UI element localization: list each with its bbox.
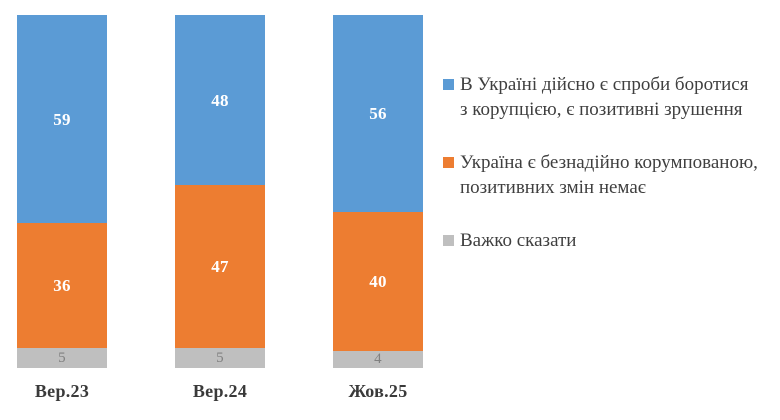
bar-stack: 56 40 4 xyxy=(333,15,423,368)
bar-value-label: 40 xyxy=(369,272,387,291)
legend-label: Важко сказати xyxy=(460,230,577,252)
bar-value-label: 48 xyxy=(211,90,229,110)
bar-value-label: 56 xyxy=(369,104,387,123)
x-axis-label-zhov25: Жов.25 xyxy=(348,381,408,401)
bar-segment-orange[interactable]: 47 xyxy=(175,185,265,348)
bar-value-label: 4 xyxy=(374,351,382,367)
legend-item-blue[interactable]: В Україні дійсно є спроби боротися з кор… xyxy=(443,72,773,122)
bar-stack: 59 36 5 xyxy=(17,15,107,368)
legend-label: В Україні дійсно є спроби боротися з кор… xyxy=(460,74,749,121)
bar-value-label: 5 xyxy=(216,349,224,366)
legend-label: Україна є безнадійно корумпованою, позит… xyxy=(460,152,758,199)
legend-square-icon xyxy=(443,235,454,247)
chart-legend: В Україні дійсно є спроби боротися з кор… xyxy=(443,72,773,281)
bar-value-label: 47 xyxy=(211,257,229,276)
bar-stack: 48 47 5 xyxy=(175,15,265,368)
bar-segment-blue[interactable]: 48 xyxy=(175,15,265,185)
plot-area: 59 36 5 Вер.23 48 47 5 xyxy=(17,0,423,420)
legend-square-icon xyxy=(443,157,454,169)
legend-item-gray[interactable]: Важко сказати xyxy=(443,228,773,253)
legend-item-orange[interactable]: Україна є безнадійно корумпованою, позит… xyxy=(443,150,773,200)
bar-value-label: 59 xyxy=(53,109,71,129)
x-axis-label-ver23: Вер.23 xyxy=(34,381,90,401)
bar-segment-gray[interactable]: 5 xyxy=(175,348,265,368)
bar-segment-orange[interactable]: 40 xyxy=(333,212,423,351)
bar-segment-gray[interactable]: 4 xyxy=(333,351,423,368)
bar-value-label: 5 xyxy=(58,349,66,366)
bar-group-ver23[interactable]: 59 36 5 Вер.23 xyxy=(17,0,107,420)
bar-value-label: 36 xyxy=(53,276,71,295)
bar-segment-blue[interactable]: 56 xyxy=(333,15,423,212)
bar-group-zhov25[interactable]: 56 40 4 Жов.25 xyxy=(333,0,423,420)
legend-square-icon xyxy=(443,79,454,90)
bar-segment-gray[interactable]: 5 xyxy=(17,348,107,368)
bar-segment-orange[interactable]: 36 xyxy=(17,223,107,348)
bar-group-ver24[interactable]: 48 47 5 Вер.24 xyxy=(175,0,265,420)
x-axis-label-ver24: Вер.24 xyxy=(192,381,248,401)
bar-segment-blue[interactable]: 59 xyxy=(17,15,107,223)
